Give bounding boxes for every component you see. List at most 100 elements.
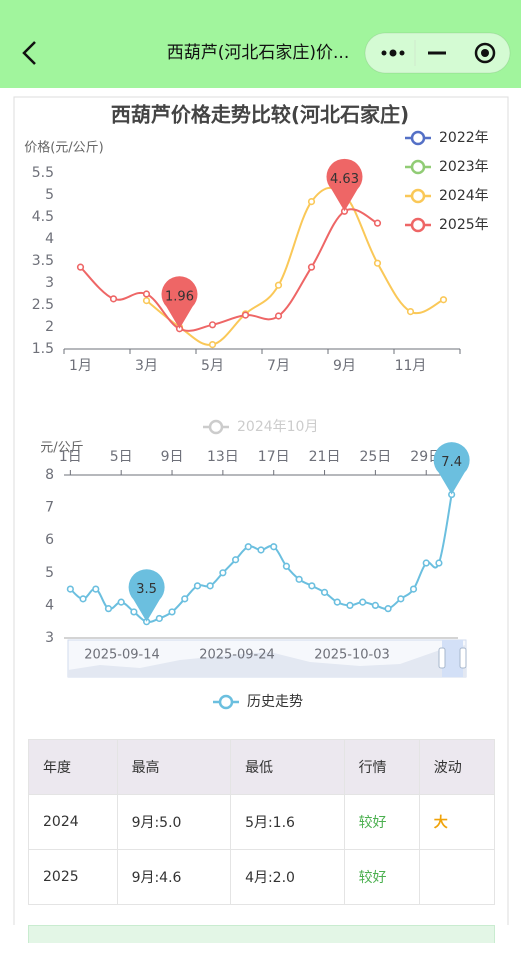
table-cell	[418, 849, 496, 905]
datazoom-handle[interactable]	[459, 647, 467, 669]
data-point	[155, 614, 163, 623]
legend-item: 2022年	[439, 130, 489, 146]
datazoom-preview	[68, 645, 466, 677]
data-point	[104, 605, 113, 613]
legend-item-icon	[410, 217, 426, 233]
data-point	[439, 296, 448, 304]
x-tick-label: 21日	[309, 449, 341, 465]
y-tick-label: 1.5	[32, 341, 54, 357]
data-point	[181, 595, 189, 603]
close-button[interactable]	[474, 42, 496, 64]
datazoom-window[interactable]	[442, 640, 463, 677]
datazoom-label: 2025-09-24	[199, 648, 275, 663]
data-point	[208, 321, 217, 329]
data-point	[373, 259, 382, 267]
x-tick-label: 9日	[161, 449, 184, 465]
table-cell: 9月:5.0	[116, 794, 232, 850]
data-point	[270, 543, 278, 551]
y-tick-label: 6	[45, 532, 54, 548]
data-point	[244, 543, 252, 551]
table-cell: 9月:4.6	[116, 849, 232, 905]
data-point	[231, 556, 240, 564]
data-point	[79, 595, 87, 603]
nav-title: 西葫芦(河北石家庄)价...	[167, 43, 349, 63]
table-header-cell: 最高	[116, 739, 232, 795]
x-tick-label: 7月	[267, 358, 290, 374]
y-tick-label: 3.5	[32, 253, 54, 269]
data-point	[346, 601, 354, 610]
series-line	[79, 208, 378, 332]
x-tick-label: 25日	[359, 449, 391, 465]
data-point	[208, 341, 217, 349]
data-point	[307, 263, 316, 271]
data-point	[307, 198, 316, 206]
data-point	[397, 595, 405, 603]
table-header-cell: 最低	[230, 739, 345, 795]
data-point	[130, 608, 138, 616]
table-header-cell: 波动	[418, 739, 496, 795]
mark-label: 1.96	[165, 289, 194, 304]
card	[13, 96, 509, 925]
x-tick-label: 5日	[110, 449, 133, 465]
back-button[interactable]	[22, 41, 36, 65]
mark-pin	[433, 442, 470, 495]
table-cell: 较好	[343, 794, 420, 850]
mark-pin	[128, 569, 165, 622]
x-tick-label: 5月	[201, 358, 224, 374]
x-tick-label: 13日	[207, 449, 239, 465]
legend-item-icon	[410, 130, 426, 146]
legend-item: 2024年	[439, 188, 489, 204]
y-tick-label: 8	[45, 467, 54, 483]
y-tick-label: 7	[45, 500, 54, 516]
data-point	[422, 559, 430, 567]
y-tick-label: 2	[45, 319, 54, 335]
data-point	[320, 588, 329, 596]
legend-item: 2025年	[439, 217, 489, 233]
table-header-cell: 行情	[343, 739, 420, 795]
data-point	[359, 598, 367, 606]
data-point	[206, 582, 214, 590]
data-point	[274, 312, 283, 320]
legend-item-icon	[410, 188, 426, 204]
data-point	[241, 311, 250, 319]
y-tick-label: 4.5	[32, 209, 54, 225]
data-point	[274, 281, 283, 289]
legend-item-icon	[218, 694, 234, 710]
x-tick-label: 11月	[395, 358, 427, 374]
y-tick-label: 2.5	[32, 297, 54, 313]
datazoom-label: 2025-09-14	[84, 648, 160, 663]
legend-item: 历史走势	[247, 694, 303, 710]
legend-hidden-icon	[208, 419, 224, 435]
table-cell: 大	[418, 794, 496, 850]
data-point	[435, 559, 443, 567]
screen: 西葫芦(河北石家庄)价... 西葫芦价格走势比较(河北石家庄) 价格(元/公斤) 1…	[0, 0, 521, 925]
x-tick-label: 1日	[59, 449, 82, 465]
mark-label: 3.5	[136, 582, 157, 597]
data-point	[168, 608, 176, 616]
legend-hidden: 2024年10月	[237, 419, 318, 435]
y-tick-label: 4	[45, 597, 54, 613]
chart-title: 西葫芦价格走势比较(河北石家庄)	[111, 103, 409, 127]
x-tick-label: 17日	[258, 449, 290, 465]
data-point	[76, 263, 85, 271]
x-tick-label: 1月	[69, 358, 92, 374]
series-line	[69, 494, 453, 623]
data-point	[257, 546, 265, 554]
more-button[interactable]	[381, 49, 405, 57]
table-cell: 2025	[28, 849, 118, 905]
y-tick-label: 4	[45, 231, 54, 247]
y-axis-label: 价格(元/公斤)	[24, 140, 104, 156]
mark-label: 7.4	[441, 455, 462, 470]
datazoom-handle[interactable]	[438, 647, 446, 669]
data-point	[409, 585, 418, 593]
data-point	[308, 582, 316, 590]
data-point	[109, 295, 118, 303]
data-point	[295, 575, 303, 583]
mark-pin	[326, 158, 363, 212]
data-point	[142, 297, 151, 305]
data-point	[142, 290, 151, 298]
y-tick-label: 5.5	[32, 165, 54, 181]
x-tick-label: 9月	[333, 358, 356, 374]
datazoom-label: 2025-10-03	[314, 648, 390, 663]
